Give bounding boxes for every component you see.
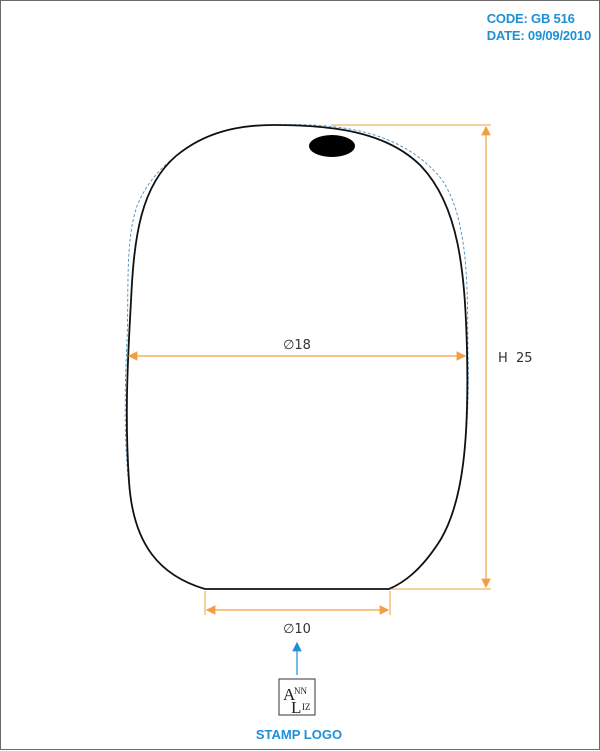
logo-letter-a: A <box>283 685 296 704</box>
code-row: CODE: GB 516 <box>487 10 591 27</box>
stamp-logo-label: STAMP LOGO <box>256 727 342 742</box>
date-label: DATE: <box>486 28 525 43</box>
date-row: DATE: 09/09/2010 <box>487 27 591 44</box>
date-value: 09/09/2010 <box>527 28 591 43</box>
diameter-max-label: ∅18 <box>283 338 311 353</box>
height-label: H 25 <box>498 351 533 366</box>
logo-letters-nn: NN <box>294 686 307 696</box>
code-value: GB 516 <box>531 11 575 26</box>
stamp-logo: A NN L IZ <box>278 678 316 717</box>
code-label: CODE: <box>486 11 528 26</box>
diameter-base-label: ∅10 <box>283 622 311 637</box>
logo-letter-l: L <box>291 698 301 717</box>
bead-outline <box>125 124 469 590</box>
drill-hole <box>309 135 355 157</box>
title-block: CODE: GB 516 DATE: 09/09/2010 <box>487 10 591 44</box>
logo-letters-iz: IZ <box>302 702 311 712</box>
